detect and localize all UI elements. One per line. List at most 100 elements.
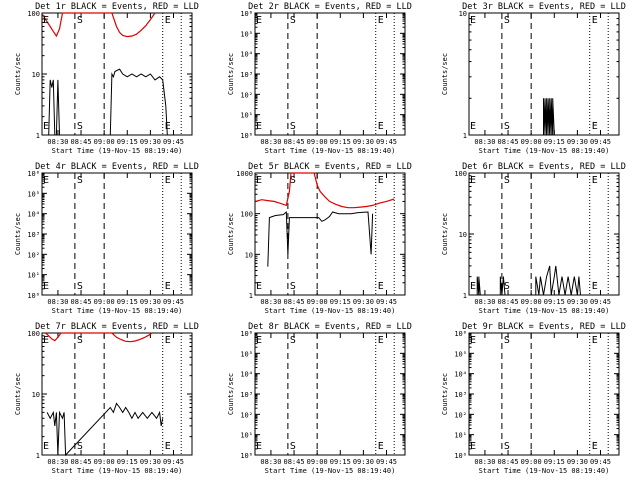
x-tick-label: 09:15 xyxy=(544,298,565,306)
end-marker: E xyxy=(470,175,476,186)
y-tick-label: 10⁴ xyxy=(240,371,253,379)
x-tick-label: 08:30 xyxy=(47,298,68,306)
start-marker: S xyxy=(504,335,510,346)
start-marker: S xyxy=(290,175,296,186)
start-marker: S xyxy=(77,175,83,186)
y-tick-label: 10⁰ xyxy=(27,292,40,300)
x-tick-label: 09:45 xyxy=(163,138,184,146)
y-tick-label: 10¹ xyxy=(240,432,253,440)
chart-title: Det 7r BLACK = Events, RED = LLD xyxy=(35,322,199,332)
chart-title: Det 1r BLACK = Events, RED = LLD xyxy=(35,2,199,12)
chart-panel-8: Det 8r BLACK = Events, RED = LLD 10⁰ 10¹ 10… xyxy=(227,322,412,475)
end-marker: E xyxy=(165,441,171,452)
x-tick-label: 09:15 xyxy=(117,138,138,146)
y-axis-label: Counts/sec xyxy=(227,213,235,255)
chart-panel-4: Det 4r BLACK = Events, RED = LLD 10⁰ 10¹ 10… xyxy=(14,162,199,315)
x-tick-label: 09:15 xyxy=(330,138,351,146)
x-tick-label: 08:45 xyxy=(71,298,92,306)
y-tick-label: 10⁵ xyxy=(240,350,253,358)
end-marker: E xyxy=(592,15,598,26)
end-marker: E xyxy=(592,121,598,132)
y-tick-label: 10⁰ xyxy=(240,452,253,460)
end-marker: E xyxy=(165,335,171,346)
x-tick-label: 08:30 xyxy=(47,138,68,146)
chart-title: Det 4r BLACK = Events, RED = LLD xyxy=(35,162,199,172)
x-tick-label: 08:30 xyxy=(474,298,495,306)
end-marker: E xyxy=(43,441,49,452)
y-tick-label: 1 xyxy=(36,132,40,140)
x-tick-label: 09:00 xyxy=(521,298,542,306)
y-tick-label: 10 xyxy=(32,71,40,79)
x-axis-label: Start Time (19-Nov-15 08:19:40) xyxy=(52,147,183,155)
end-marker: E xyxy=(378,121,384,132)
x-tick-label: 09:30 xyxy=(353,138,374,146)
start-marker: S xyxy=(77,15,83,26)
end-marker: E xyxy=(592,175,598,186)
chart-title: Det 3r BLACK = Events, RED = LLD xyxy=(462,2,626,12)
chart-panel-1: Det 1r BLACK = Events, RED = LLD 1 10 100 Co… xyxy=(14,2,199,155)
start-marker: S xyxy=(290,281,296,292)
y-tick-label: 10 xyxy=(459,10,467,18)
chart-title: Det 2r BLACK = Events, RED = LLD xyxy=(248,2,412,12)
y-tick-label: 10⁵ xyxy=(454,350,467,358)
plot-frame xyxy=(468,332,620,456)
x-tick-label: 09:00 xyxy=(307,458,328,466)
chart-panel-9: Det 9r BLACK = Events, RED = LLD 10⁰ 10¹ 10… xyxy=(441,322,626,475)
y-tick-label: 10 xyxy=(32,391,40,399)
chart-panel-3: Det 3r BLACK = Events, RED = LLD 1 10 Count… xyxy=(441,2,626,155)
x-tick-label: 09:15 xyxy=(544,458,565,466)
x-tick-label: 09:00 xyxy=(94,298,115,306)
events-series-line xyxy=(267,210,374,267)
end-marker: E xyxy=(470,15,476,26)
end-marker: E xyxy=(256,441,262,452)
y-tick-label: 10² xyxy=(240,91,253,99)
y-tick-label: 10⁶ xyxy=(27,170,40,178)
x-axis-label: Start Time (19-Nov-15 08:19:40) xyxy=(52,467,183,475)
end-marker: E xyxy=(378,335,384,346)
x-tick-label: 08:45 xyxy=(284,298,305,306)
x-tick-label: 09:00 xyxy=(307,298,328,306)
x-tick-label: 09:30 xyxy=(567,138,588,146)
x-tick-label: 09:00 xyxy=(94,138,115,146)
y-axis-label: Counts/sec xyxy=(227,373,235,415)
y-tick-label: 100 xyxy=(27,330,40,338)
x-tick-label: 09:45 xyxy=(376,458,397,466)
y-tick-label: 10⁴ xyxy=(240,51,253,59)
events-series-line xyxy=(476,265,581,296)
x-tick-label: 09:45 xyxy=(376,298,397,306)
end-marker: E xyxy=(378,15,384,26)
lld-series-line xyxy=(45,332,153,343)
start-marker: S xyxy=(504,121,510,132)
y-tick-label: 10⁵ xyxy=(240,30,253,38)
x-tick-label: 08:45 xyxy=(284,458,305,466)
x-tick-label: 08:45 xyxy=(71,138,92,146)
chart-title: Det 6r BLACK = Events, RED = LLD xyxy=(462,162,626,172)
plot-frame xyxy=(41,172,193,296)
end-marker: E xyxy=(470,335,476,346)
x-tick-label: 08:30 xyxy=(47,458,68,466)
y-tick-label: 100 xyxy=(27,10,40,18)
y-tick-label: 1 xyxy=(463,292,467,300)
chart-panel-6: Det 6r BLACK = Events, RED = LLD 1 10 100 Co… xyxy=(441,162,626,315)
x-tick-label: 09:30 xyxy=(567,298,588,306)
x-tick-label: 09:00 xyxy=(521,458,542,466)
start-marker: S xyxy=(290,121,296,132)
events-series-line xyxy=(46,402,164,457)
end-marker: E xyxy=(592,281,598,292)
y-tick-label: 1 xyxy=(249,292,253,300)
x-tick-label: 09:30 xyxy=(140,458,161,466)
start-marker: S xyxy=(504,281,510,292)
x-tick-label: 09:30 xyxy=(353,298,374,306)
y-tick-label: 10³ xyxy=(454,391,467,399)
x-tick-label: 09:00 xyxy=(94,458,115,466)
y-axis-label: Counts/sec xyxy=(227,53,235,95)
y-tick-label: 100 xyxy=(454,170,467,178)
start-marker: S xyxy=(504,441,510,452)
y-tick-label: 10¹ xyxy=(454,432,467,440)
end-marker: E xyxy=(378,441,384,452)
y-tick-label: 10⁴ xyxy=(27,211,40,219)
x-tick-label: 09:45 xyxy=(590,298,611,306)
chart-title: Det 9r BLACK = Events, RED = LLD xyxy=(462,322,626,332)
y-tick-label: 10² xyxy=(240,411,253,419)
x-tick-label: 08:30 xyxy=(260,298,281,306)
